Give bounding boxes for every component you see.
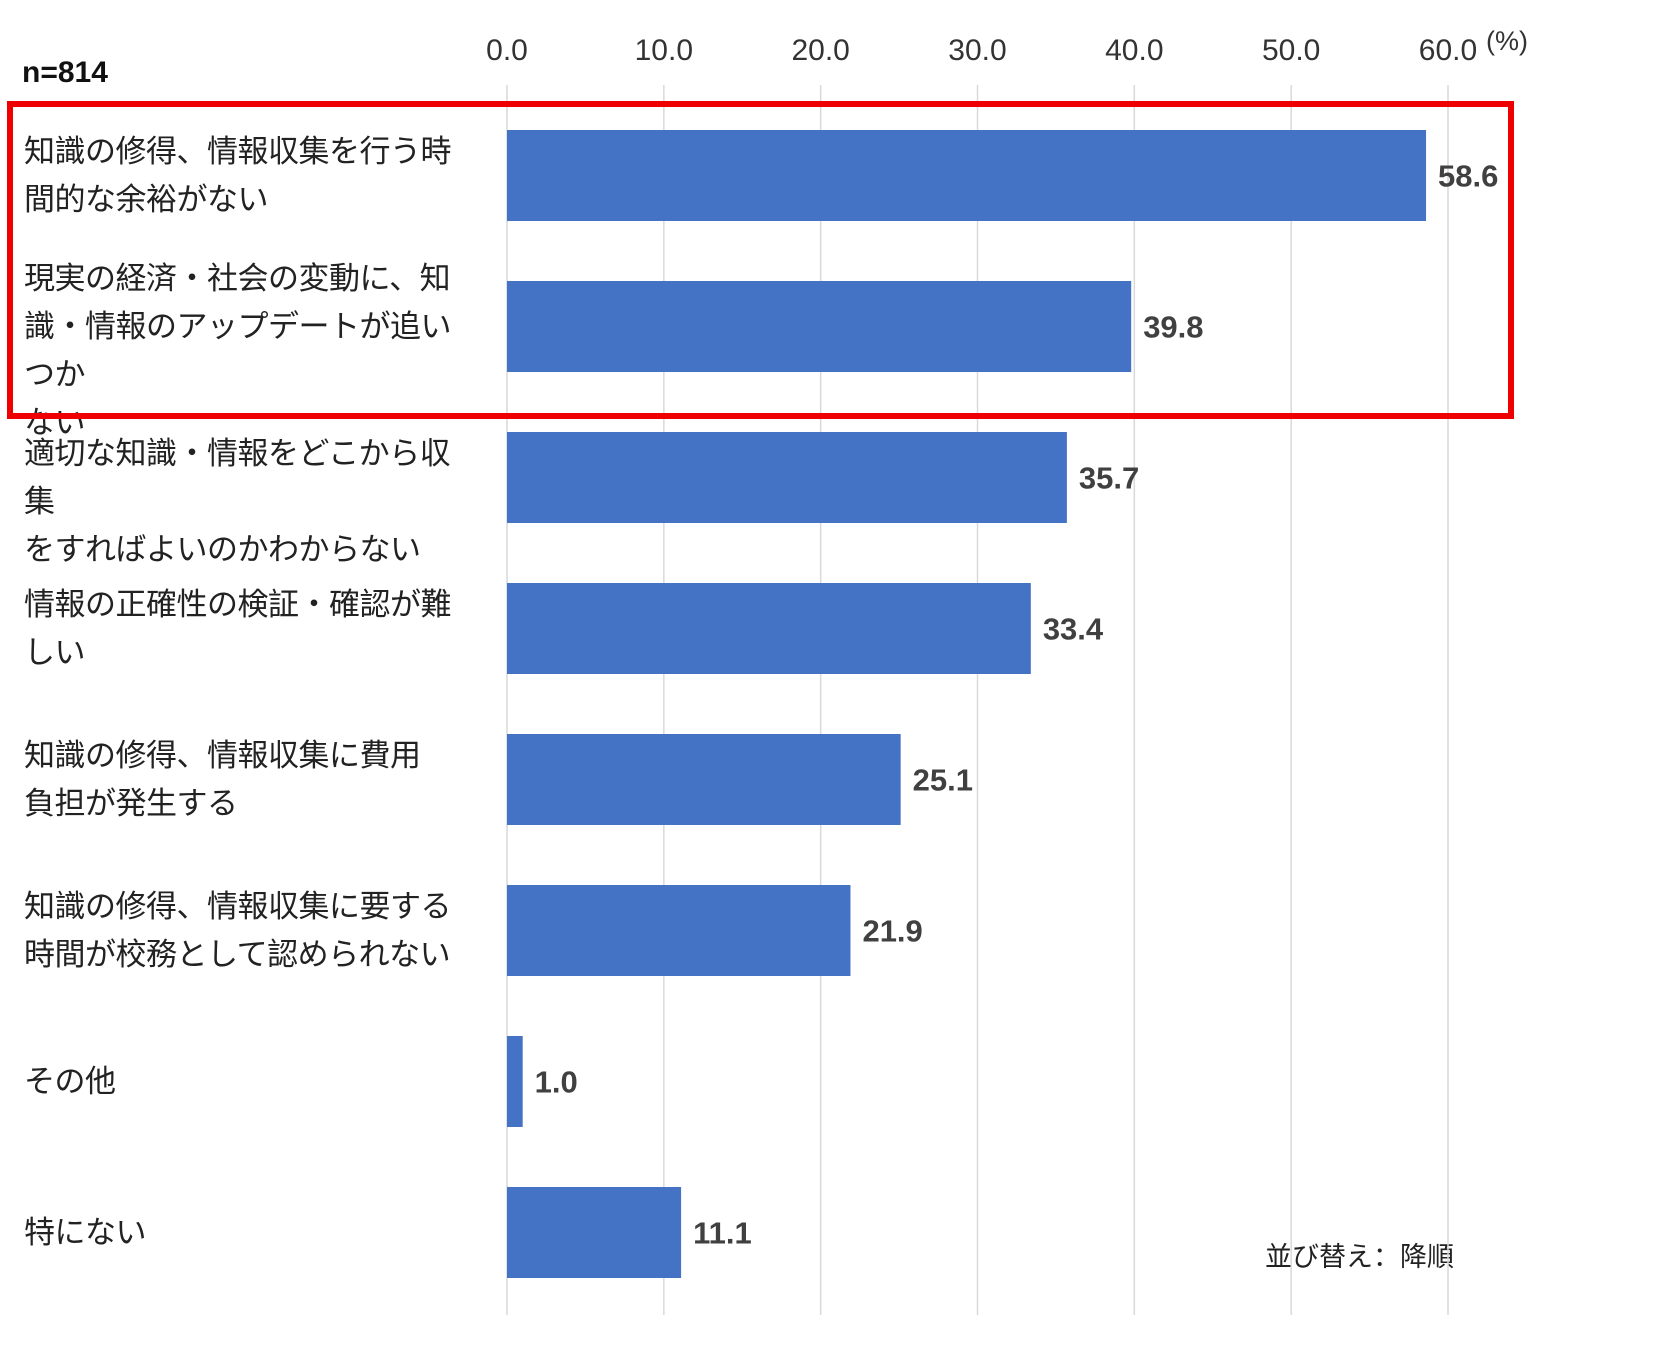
x-tick-label: 30.0	[948, 34, 1006, 67]
x-tick-label: 40.0	[1105, 34, 1163, 67]
bar	[507, 734, 901, 825]
category-label: 知識の修得、情報収集を行う時 間的な余裕がない	[24, 133, 452, 218]
data-label: 25.1	[913, 763, 973, 798]
data-label: 21.9	[862, 914, 922, 949]
category-label: その他	[24, 1063, 116, 1100]
category-label: 適切な知識・情報をどこから収集 をすればよいのかわからない	[24, 435, 451, 568]
bar	[507, 583, 1031, 674]
data-label: 35.7	[1079, 461, 1139, 496]
x-tick-label: 0.0	[486, 34, 528, 67]
category-label: 知識の修得、情報収集に要する 時間が校務として認められない	[24, 888, 452, 973]
bar	[507, 885, 851, 976]
data-label: 39.8	[1143, 310, 1203, 345]
category-label: 現実の経済・社会の変動に、知 識・情報のアップデートが追いつか ない	[24, 260, 452, 441]
data-label: 58.6	[1438, 159, 1498, 194]
sample-size-label: n=814	[22, 56, 108, 89]
bar	[507, 1036, 523, 1127]
bar	[507, 281, 1132, 372]
x-tick-label: 60.0	[1419, 34, 1477, 67]
bar	[507, 130, 1427, 221]
category-label: 情報の正確性の検証・確認が難 しい	[24, 586, 452, 671]
unit-label: (%)	[1486, 26, 1528, 56]
x-tick-label: 10.0	[635, 34, 693, 67]
bar	[507, 1187, 682, 1278]
category-label: 知識の修得、情報収集に費用 負担が発生する	[24, 737, 421, 822]
bar	[507, 432, 1067, 523]
x-tick-label: 50.0	[1262, 34, 1320, 67]
highlight-box	[7, 101, 1514, 419]
data-label: 33.4	[1043, 612, 1104, 647]
data-label: 1.0	[535, 1065, 578, 1100]
category-label: 特にない	[24, 1214, 147, 1251]
sort-note: 並び替え：降順	[1265, 1242, 1454, 1273]
data-label: 11.1	[693, 1216, 752, 1251]
x-tick-label: 20.0	[791, 34, 849, 67]
